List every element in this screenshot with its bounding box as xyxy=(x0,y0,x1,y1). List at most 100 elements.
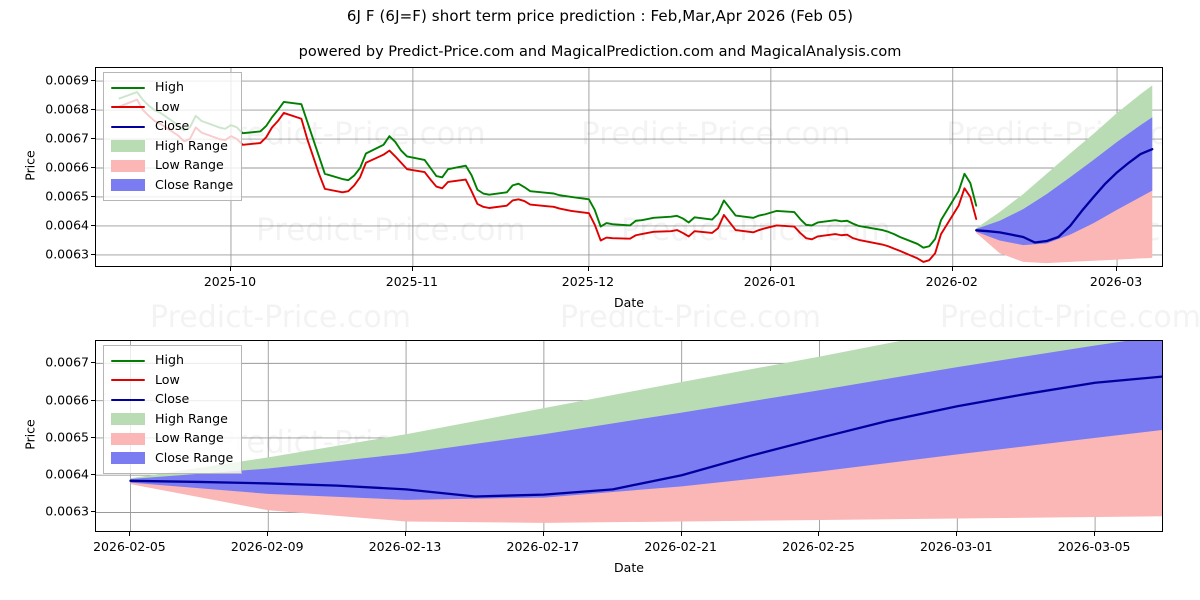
legend-patch-swatch xyxy=(110,432,146,446)
x-tick-mark xyxy=(1116,267,1118,271)
legend-patch-swatch xyxy=(110,451,146,465)
legend-patch-swatch xyxy=(110,412,146,426)
y-tick-mark xyxy=(91,224,95,226)
y-tick-mark xyxy=(91,474,95,476)
legend-item-label: Close xyxy=(155,391,190,407)
bottom-chart-panel: Price Date Predict-Price.comPredict-Pric… xyxy=(0,330,1200,600)
y-tick-label: 0.0064 xyxy=(45,217,89,233)
swatch xyxy=(111,432,145,445)
legend-item-low-range[interactable]: Low Range xyxy=(110,429,233,449)
y-tick-label: 0.0067 xyxy=(45,354,89,370)
legend-item-close-range[interactable]: Close Range xyxy=(110,449,233,469)
legend-patch-swatch xyxy=(110,178,146,192)
y-tick-label: 0.0069 xyxy=(45,72,89,88)
series-line-low xyxy=(118,98,978,263)
legend-item-high[interactable]: High xyxy=(110,351,233,371)
y-tick-label: 0.0063 xyxy=(45,503,89,519)
x-tick-label: 2026-03-05 xyxy=(1057,539,1131,554)
top-chart-x-axis-label: Date xyxy=(614,295,644,310)
legend-item-high[interactable]: High xyxy=(110,78,233,98)
y-tick-label: 0.0066 xyxy=(45,159,89,175)
legend-item-label: High xyxy=(155,79,184,95)
legend-line-swatch xyxy=(110,393,146,407)
legend-item-label: Low xyxy=(155,98,180,114)
series-line-close xyxy=(129,375,1162,498)
x-tick-mark xyxy=(542,532,544,536)
legend-item-close[interactable]: Close xyxy=(110,390,233,410)
legend-item-low[interactable]: Low xyxy=(110,371,233,391)
legend-line-swatch xyxy=(110,81,146,95)
y-tick-mark xyxy=(91,138,95,139)
band-high-range xyxy=(130,341,1162,481)
figure-title: 6J F (6J=F) short term price prediction … xyxy=(346,7,854,25)
legend-line-swatch xyxy=(110,120,146,134)
x-tick-label: 2026-02-13 xyxy=(368,539,442,554)
legend-item-label: Low xyxy=(155,371,180,387)
top-chart-plot-area: Predict-Price.com Predict-Price.com Predic… xyxy=(95,67,1163,267)
bottom-chart-x-axis-label: Date xyxy=(614,560,644,575)
legend-patch-swatch xyxy=(110,139,146,153)
x-tick-label: 2026-02 xyxy=(925,274,978,289)
swatch xyxy=(111,125,145,128)
legend-item-close-range[interactable]: Close Range xyxy=(110,176,233,196)
y-tick-label: 0.0065 xyxy=(45,188,89,204)
swatch xyxy=(111,159,145,172)
x-tick-mark xyxy=(587,267,589,271)
x-tick-label: 2026-01 xyxy=(743,274,796,289)
x-tick-label: 2026-03-01 xyxy=(919,539,993,554)
legend-item-label: Close Range xyxy=(155,176,234,192)
svg-text:Predict-Price.com: Predict-Price.com xyxy=(621,212,891,248)
swatch xyxy=(111,86,145,89)
legend-item-label: Low Range xyxy=(155,430,224,446)
x-tick-mark xyxy=(405,532,407,536)
swatch xyxy=(111,398,145,401)
x-tick-label: 2026-02-25 xyxy=(782,539,855,554)
legend-item-close[interactable]: Close xyxy=(110,117,233,137)
swatch xyxy=(111,140,145,153)
series-line-high xyxy=(118,91,978,249)
swatch xyxy=(111,359,145,362)
y-tick-mark xyxy=(91,80,95,82)
y-tick-mark xyxy=(91,167,95,168)
figure-subtitle: powered by Predict-Price.com and Magical… xyxy=(298,44,902,60)
x-tick-label: 2025-10 xyxy=(203,274,257,289)
x-tick-mark xyxy=(229,267,231,271)
legend-item-label: Close Range xyxy=(155,449,234,465)
top-chart-panel: Price Date Predict-Price.comPredict-Pric… xyxy=(0,60,1200,320)
svg-text:Predict-Price.com: Predict-Price.com xyxy=(216,116,486,152)
band-close-range xyxy=(130,341,1162,500)
x-tick-mark xyxy=(818,532,820,536)
swatch xyxy=(111,179,145,192)
y-tick-mark xyxy=(91,195,95,197)
legend-item-label: High Range xyxy=(155,137,228,153)
legend-item-high-range[interactable]: High Range xyxy=(110,410,233,430)
x-tick-label: 2026-03 xyxy=(1089,274,1143,289)
top-chart-legend: High Low Close High Range Low Range Close Ran… xyxy=(103,72,243,201)
bottom-chart-plot-area: Predict-Price.comPredict-Price.comPredic… xyxy=(95,340,1163,532)
y-tick-label: 0.0068 xyxy=(45,101,89,117)
legend-line-swatch xyxy=(110,373,146,387)
x-tick-mark xyxy=(267,532,269,536)
x-tick-mark xyxy=(129,532,131,536)
series-line-close xyxy=(975,148,1154,244)
y-tick-label: 0.0066 xyxy=(45,392,89,408)
legend-item-high-range[interactable]: High Range xyxy=(110,137,233,157)
y-tick-mark xyxy=(91,436,95,438)
legend-item-label: Close xyxy=(155,118,190,134)
bottom-chart-legend: High Low Close High Range Low Range Close Ran… xyxy=(103,345,243,474)
x-tick-label: 2026-02-21 xyxy=(644,539,717,554)
x-tick-label: 2026-02-05 xyxy=(93,539,166,554)
band-close-range xyxy=(976,117,1153,246)
legend-item-label: High Range xyxy=(155,410,228,426)
legend-line-swatch xyxy=(110,100,146,114)
legend-item-low-range[interactable]: Low Range xyxy=(110,156,233,176)
y-tick-mark xyxy=(91,253,95,255)
swatch xyxy=(111,452,145,465)
legend-item-low[interactable]: Low xyxy=(110,98,233,118)
y-tick-label: 0.0063 xyxy=(45,246,89,262)
legend-line-swatch xyxy=(110,354,146,368)
y-tick-label: 0.0064 xyxy=(45,466,89,482)
x-tick-label: 2026-02-09 xyxy=(230,539,304,554)
x-tick-mark xyxy=(1094,532,1096,536)
